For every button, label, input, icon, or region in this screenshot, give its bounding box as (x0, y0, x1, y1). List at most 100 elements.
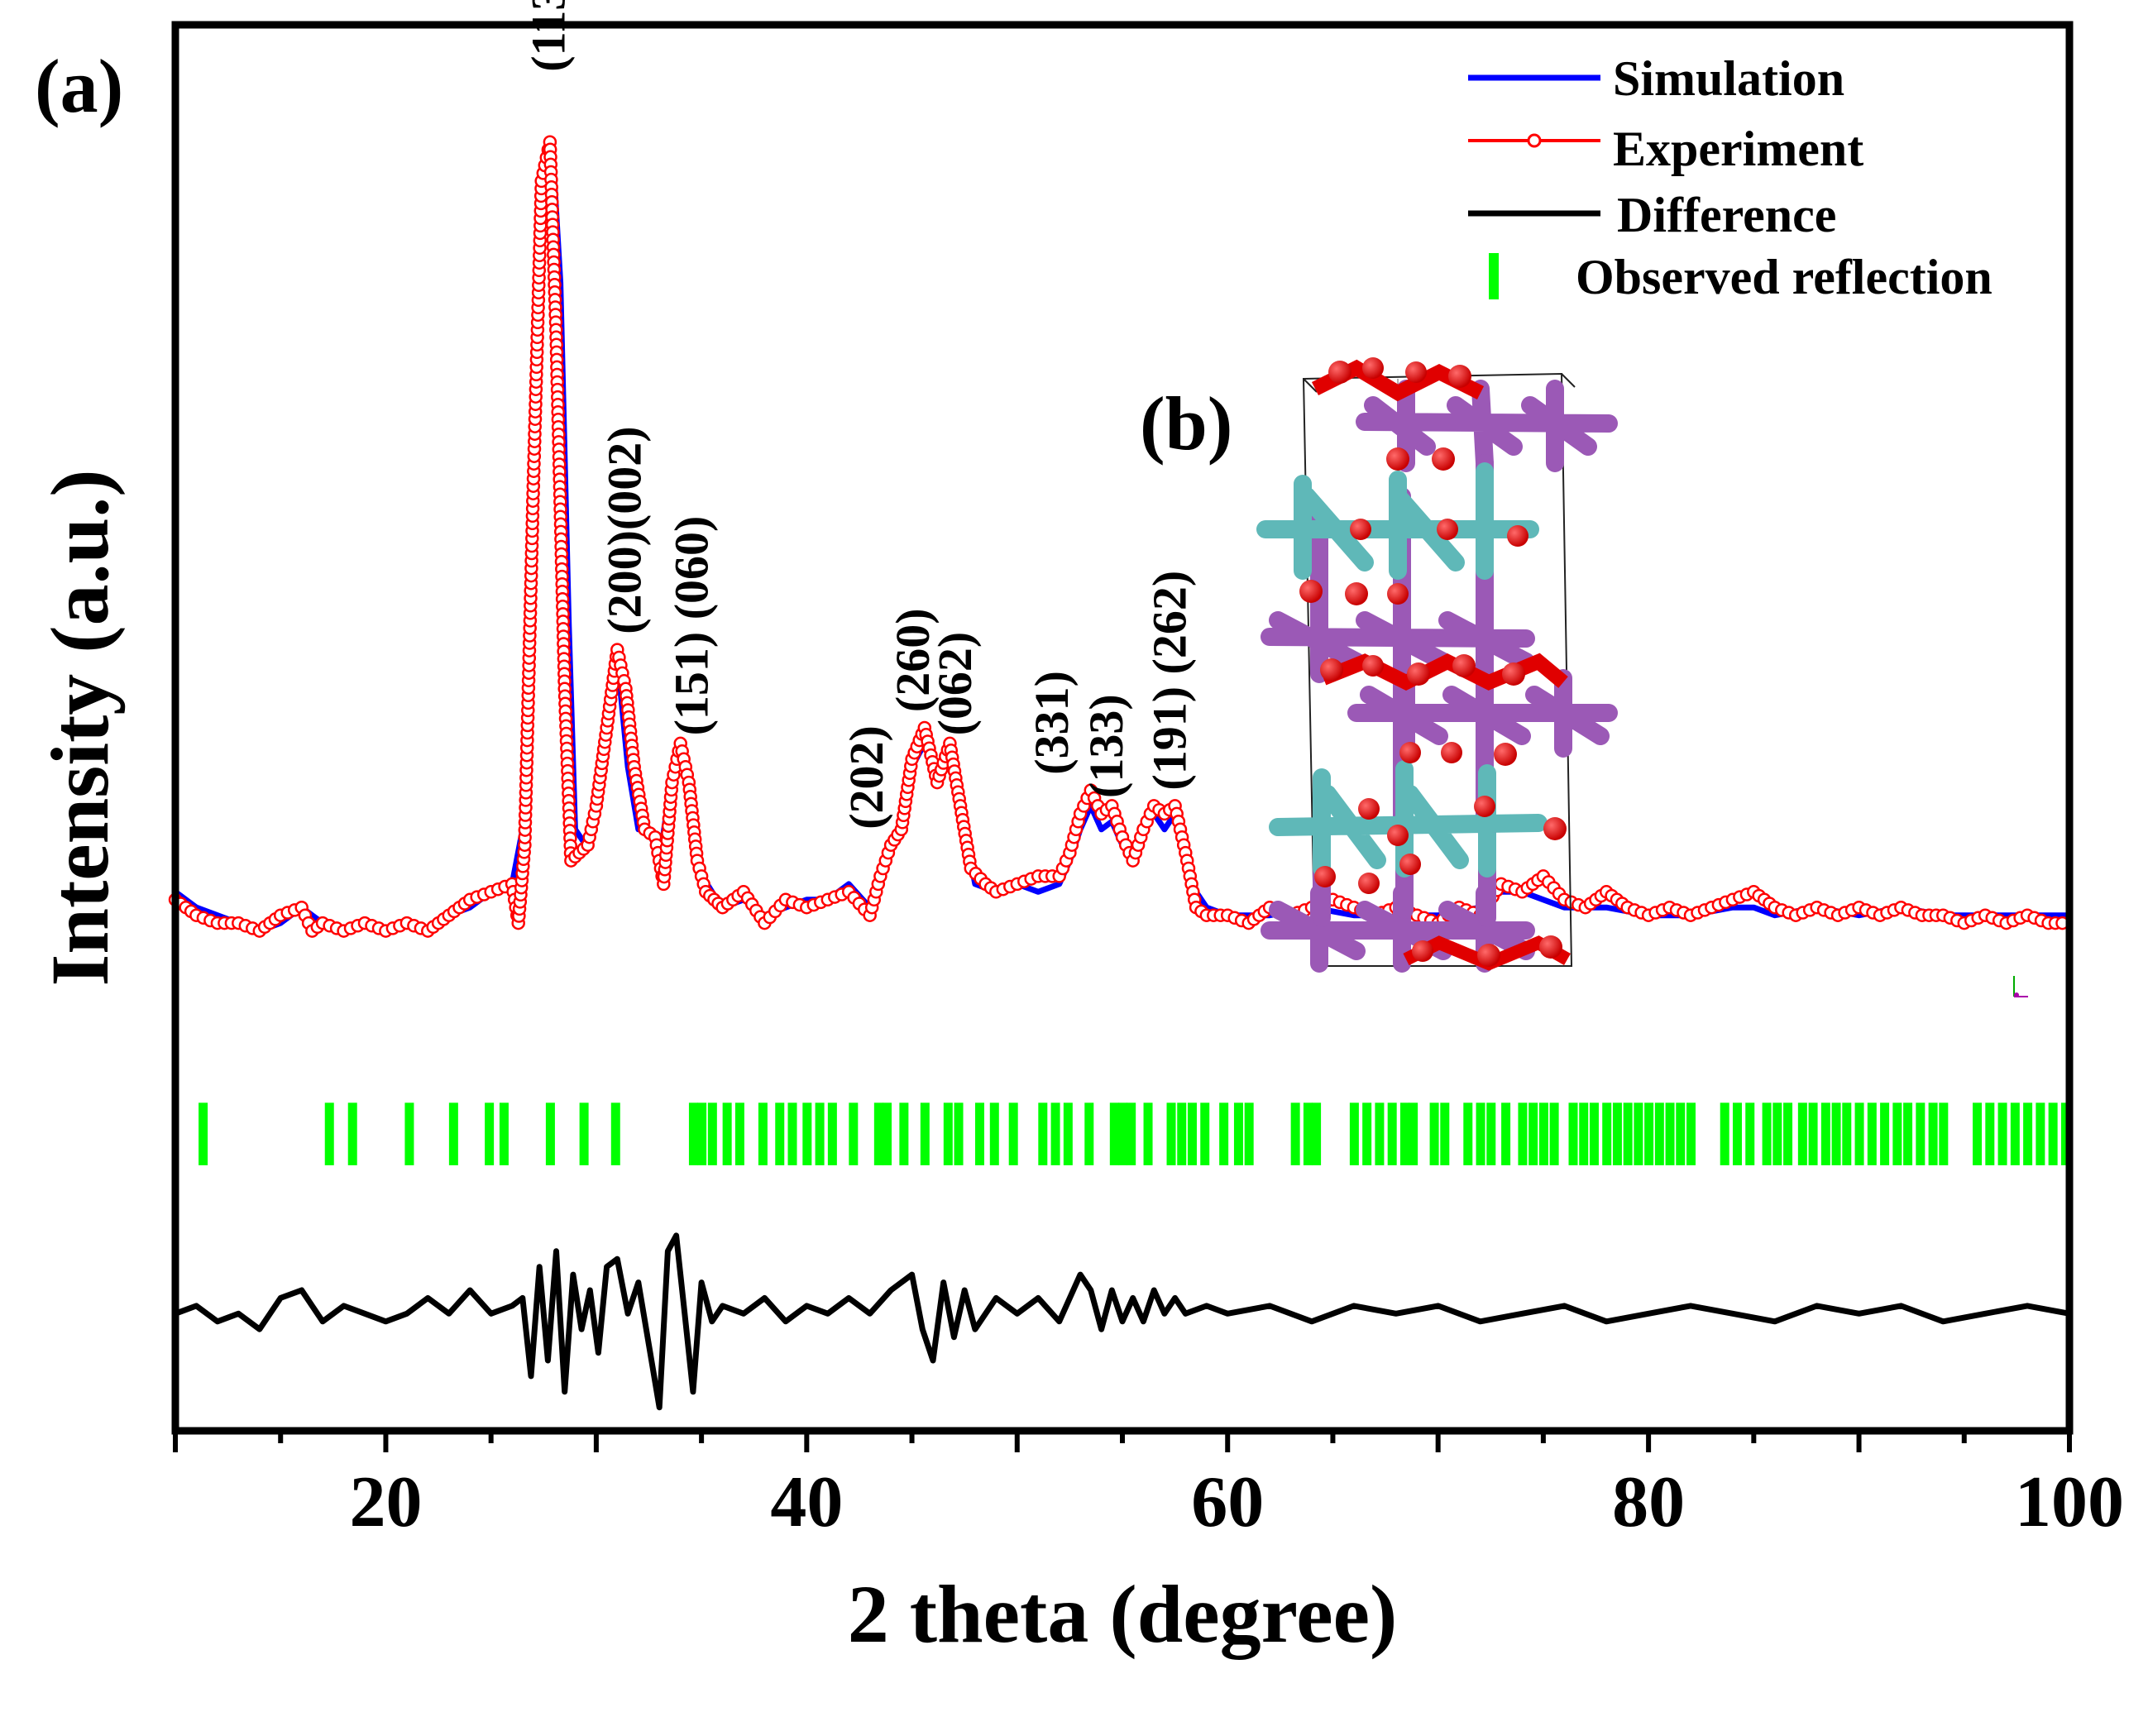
observed-reflections (199, 1102, 2070, 1165)
peak-label-1: (200)(002) (597, 426, 651, 634)
reflection-bar-83 (1797, 1102, 1807, 1165)
sn-octahedra-layers (1261, 380, 1618, 973)
reflection-bar-17 (787, 1102, 797, 1165)
svg-text:Observed reflection: Observed reflection (1576, 250, 1993, 304)
x-tick-label-20: 20 (349, 1462, 422, 1542)
reflection-bar-103 (2060, 1102, 2070, 1165)
reflection-bar-53 (1399, 1102, 1409, 1165)
reflection-bar-11 (697, 1102, 707, 1165)
peak-label-4: (260) (886, 608, 940, 712)
reflection-bar-65 (1568, 1102, 1578, 1165)
reflection-bar-56 (1440, 1102, 1450, 1165)
peak-label-8: (191) (262) (1142, 571, 1196, 791)
reflection-bar-41 (1187, 1102, 1197, 1165)
reflection-bar-94 (1928, 1102, 1938, 1165)
reflection-bar-24 (899, 1102, 909, 1165)
reflection-bar-39 (1166, 1102, 1176, 1165)
reflection-bar-77 (1720, 1102, 1729, 1165)
x-tick-label-60: 60 (1191, 1462, 1264, 1542)
reflection-bar-79 (1745, 1102, 1755, 1165)
reflection-bar-84 (1808, 1102, 1818, 1165)
reflection-bar-25 (920, 1102, 930, 1165)
reflection-bar-13 (722, 1102, 732, 1165)
reflection-bar-90 (1880, 1102, 1890, 1165)
reflection-bar-14 (734, 1102, 744, 1165)
reflection-bar-81 (1772, 1102, 1782, 1165)
reflection-bar-16 (775, 1102, 785, 1165)
peak-labels: (113) (200)(002) (151) (060) (202) (260)(062… (522, 0, 1197, 830)
reflection-bar-42 (1200, 1102, 1210, 1165)
reflection-bar-68 (1602, 1102, 1612, 1165)
reflection-bar-88 (1854, 1102, 1864, 1165)
reflection-bar-0 (199, 1102, 208, 1165)
x-tick-label-80: 80 (1612, 1462, 1685, 1542)
reflection-bar-3 (404, 1102, 414, 1165)
reflection-bar-46 (1290, 1102, 1300, 1165)
reflection-bar-82 (1783, 1102, 1793, 1165)
reflection-bar-72 (1644, 1102, 1654, 1165)
reflection-bar-86 (1831, 1102, 1841, 1165)
reflection-bar-12 (707, 1102, 717, 1165)
reflection-bar-67 (1589, 1102, 1599, 1165)
reflection-bar-48 (1312, 1102, 1322, 1165)
reflection-bar-47 (1303, 1102, 1313, 1165)
peak-label-2: (151) (060) (665, 516, 719, 736)
reflection-bar-69 (1612, 1102, 1622, 1165)
reflection-bar-87 (1842, 1102, 1852, 1165)
reflection-bar-23 (883, 1102, 892, 1165)
ti-octahedra-layers (1256, 462, 1548, 878)
reflection-bar-102 (2048, 1102, 2058, 1165)
reflection-bar-61 (1518, 1102, 1528, 1165)
reflection-bar-8 (579, 1102, 589, 1165)
reflection-bar-35 (1109, 1102, 1119, 1165)
reflection-bar-71 (1634, 1102, 1643, 1165)
reflection-bar-28 (974, 1102, 984, 1165)
axis-orientation-icon (2013, 976, 2028, 997)
oxygen-atoms (1299, 357, 1571, 971)
reflection-bar-6 (499, 1102, 509, 1165)
reflection-bar-50 (1362, 1102, 1372, 1165)
reflection-bar-98 (1997, 1102, 2007, 1165)
reflection-bar-74 (1665, 1102, 1675, 1165)
reflection-bar-30 (1008, 1102, 1018, 1165)
reflection-bar-49 (1349, 1102, 1359, 1165)
reflection-bar-73 (1654, 1102, 1664, 1165)
reflection-bar-58 (1476, 1102, 1485, 1165)
reflection-bar-52 (1387, 1102, 1397, 1165)
reflection-bar-15 (758, 1102, 768, 1165)
experiment-markers (168, 135, 2069, 938)
reflection-bar-91 (1892, 1102, 1902, 1165)
peak-label-7: (133) (1079, 694, 1133, 798)
reflection-bar-7 (545, 1102, 555, 1165)
series-layer (168, 135, 2074, 1411)
reflection-bar-51 (1375, 1102, 1385, 1165)
reflection-bar-45 (1244, 1102, 1254, 1165)
reflection-bar-66 (1579, 1102, 1589, 1165)
reflection-bar-63 (1538, 1102, 1548, 1165)
reflection-bar-21 (849, 1102, 859, 1165)
reflection-bar-85 (1820, 1102, 1830, 1165)
reflection-bar-40 (1177, 1102, 1187, 1165)
reflection-bar-92 (1903, 1102, 1913, 1165)
reflection-bar-5 (485, 1102, 495, 1165)
reflection-bar-18 (802, 1102, 812, 1165)
peak-label-6: (331) (1025, 671, 1079, 775)
x-tick-label-40: 40 (770, 1462, 843, 1542)
reflection-bar-44 (1233, 1102, 1243, 1165)
legend: Simulation Experiment Difference Observe… (1468, 51, 1993, 304)
reflection-bar-99 (2010, 1102, 2020, 1165)
reflection-bar-95 (1939, 1102, 1949, 1165)
reflection-bar-80 (1762, 1102, 1772, 1165)
reflection-bar-59 (1486, 1102, 1496, 1165)
reflection-bar-38 (1143, 1102, 1153, 1165)
reflection-bar-26 (943, 1102, 953, 1165)
reflection-bar-33 (1063, 1102, 1073, 1165)
reflection-bar-54 (1409, 1102, 1418, 1165)
reflection-bar-100 (2023, 1102, 2033, 1165)
crystal-structure-inset (1256, 357, 2028, 997)
reflection-bar-32 (1050, 1102, 1060, 1165)
reflection-bar-101 (2036, 1102, 2045, 1165)
reflection-bar-20 (827, 1102, 837, 1165)
reflection-bar-22 (873, 1102, 883, 1165)
reflection-bar-34 (1084, 1102, 1094, 1165)
